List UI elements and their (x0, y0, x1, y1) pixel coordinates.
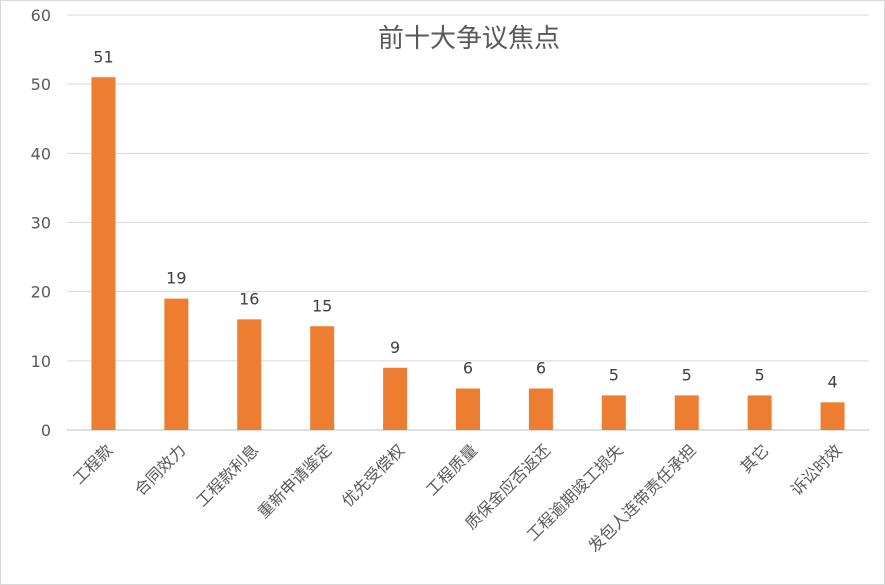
data-label: 5 (682, 365, 692, 384)
x-tick-label: 工程质量 (422, 441, 481, 500)
bar (164, 298, 189, 430)
data-label: 5 (755, 365, 765, 384)
data-label: 6 (536, 359, 546, 378)
data-label: 15 (312, 296, 332, 315)
data-label: 9 (390, 338, 400, 357)
data-label: 19 (166, 269, 186, 288)
data-label: 6 (463, 359, 473, 378)
bar (820, 402, 845, 430)
grid-lines (67, 14, 869, 431)
y-tick-label: 30 (31, 214, 51, 233)
y-tick-label: 60 (31, 6, 51, 25)
y-tick-label: 50 (31, 75, 51, 94)
data-label: 4 (827, 372, 837, 391)
bar (456, 388, 480, 430)
x-tick-label: 诉讼时效 (787, 441, 846, 500)
bar (601, 395, 626, 430)
bar (528, 388, 553, 430)
data-label: 5 (609, 365, 619, 384)
bar (237, 319, 262, 430)
y-tick-label: 20 (31, 283, 51, 302)
y-tick-label: 10 (31, 352, 51, 371)
x-tick-label: 其它 (737, 441, 773, 477)
bar (310, 326, 335, 430)
y-axis-tick-labels: 0 10 20 30 40 50 60 (31, 6, 51, 440)
bar (747, 395, 772, 430)
data-label: 16 (239, 289, 259, 308)
x-tick-label: 工程款利息 (192, 441, 262, 511)
bar (674, 395, 699, 430)
x-tick-label: 重新申请鉴定 (254, 441, 335, 522)
x-tick-label: 工程款 (69, 441, 116, 488)
data-label: 51 (93, 47, 113, 66)
chart-title: 前十大争议焦点 (378, 24, 560, 54)
x-tick-label: 优先受偿权 (338, 441, 408, 511)
bar (91, 77, 116, 430)
data-labels: 51 19 16 15 9 6 6 5 5 5 4 (93, 47, 837, 391)
y-tick-label: 0 (41, 421, 51, 440)
bar (383, 367, 408, 430)
x-tick-label: 合同效力 (131, 441, 190, 500)
bars (91, 77, 845, 430)
y-tick-label: 40 (31, 144, 51, 163)
